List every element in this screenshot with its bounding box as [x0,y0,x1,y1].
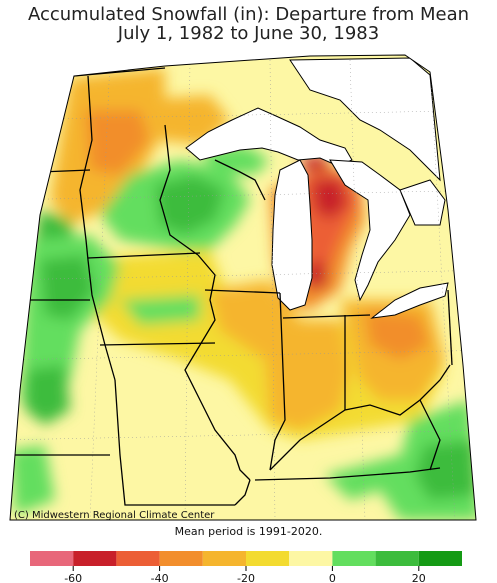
legend-bin [246,551,290,566]
lake-huron [329,159,411,302]
legend-tick-label: -40 [151,572,169,583]
zone-darker-green-west [40,255,95,320]
legend-tick-label: 0 [329,572,336,583]
legend-tick-label: -60 [64,572,82,583]
legend-ticks: -60 -40 -20 0 20 [64,566,426,583]
canada-north-white [289,57,441,182]
great-lakes [185,57,449,319]
map-title-line-1: Accumulated Snowfall (in): Departure fro… [27,4,470,25]
zone-darker-green-wisconsin [155,175,225,235]
legend-tick-label: 20 [412,572,426,583]
legend-bin [418,551,462,566]
lat-lon-grid [10,59,476,520]
legend-bin [332,551,376,566]
legend-bin [375,551,419,566]
lake-huron-georgian-bay [399,179,446,226]
legend-bin [30,551,74,566]
legend-tick-label: -20 [237,572,255,583]
legend-bin [159,551,203,566]
legend-bin [202,551,246,566]
mean-period-note: Mean period is 1991-2020. [174,525,323,538]
zone-darker-green-southeast [415,440,476,500]
zone-green-kentucky-ridge [325,455,410,500]
map-frame [9,54,477,521]
credit-text: (C) Midwestern Regional Climate Center [14,510,215,521]
legend-bin [73,551,117,566]
legend-bins [30,551,462,566]
state-boundaries [15,67,453,506]
zone-deeper-orange-ohio [365,310,430,360]
zone-green-southwest-corner [10,445,55,515]
lake-michigan [271,159,313,311]
legend-bin [116,551,160,566]
zone-darker-green-southwest [25,365,70,425]
lake-erie [370,282,449,319]
map-title-line-2: July 1, 1982 to June 30, 1983 [117,23,380,44]
legend-bin [289,551,333,566]
zone-green-south-iowa-band [120,295,200,325]
zone-deep-orange-northwest [85,110,150,175]
zone-red-michigan-north [312,178,348,220]
zone-orange-indiana-illinois [210,280,350,430]
